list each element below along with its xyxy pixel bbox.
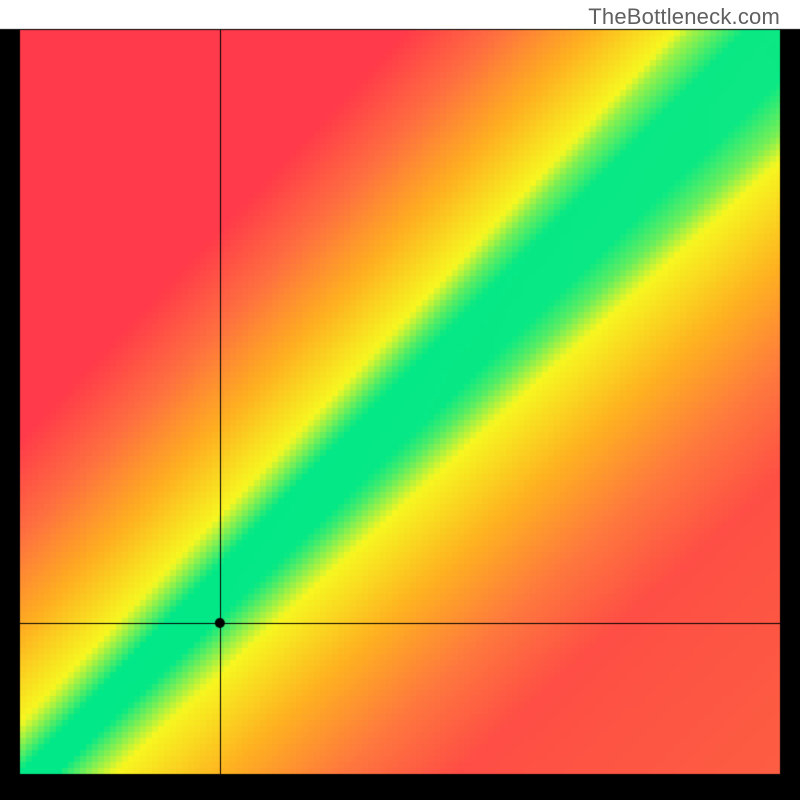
bottleneck-heatmap	[0, 0, 800, 800]
watermark-text: TheBottleneck.com	[588, 4, 780, 30]
chart-container: TheBottleneck.com	[0, 0, 800, 800]
